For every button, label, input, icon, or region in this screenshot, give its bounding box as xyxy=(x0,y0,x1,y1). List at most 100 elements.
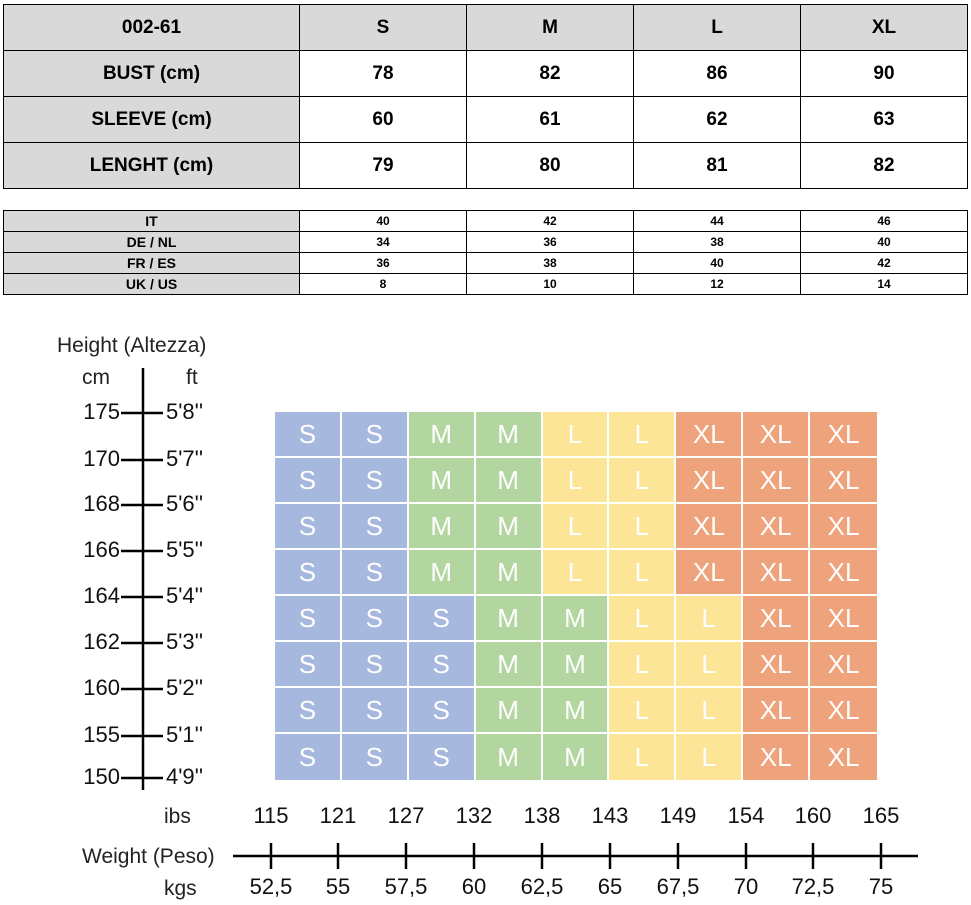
height-cm-label: 175 xyxy=(83,399,120,424)
size-cell: XL xyxy=(676,412,744,458)
size-cell: S xyxy=(275,504,342,550)
weight-lbs-label: 160 xyxy=(794,803,832,828)
size-cell: XL xyxy=(743,550,811,596)
size-cell: M xyxy=(475,734,543,780)
size-cell: S xyxy=(275,596,342,642)
weight-kg-label: 57,5 xyxy=(384,874,428,899)
size-cell: M xyxy=(475,642,543,688)
size-cell: S xyxy=(275,688,342,734)
size-cell: M xyxy=(475,458,543,504)
size-cell: S xyxy=(341,688,409,734)
weight-lbs-label: 149 xyxy=(659,803,697,828)
size-cell: M xyxy=(408,504,476,550)
table-row: UK / US 8 10 12 14 xyxy=(3,273,968,295)
size-cell: S xyxy=(408,734,476,780)
size-cell: M xyxy=(408,550,476,596)
size-cell: S xyxy=(275,642,342,688)
table-cell: 82 xyxy=(800,142,968,189)
height-cm-label: 170 xyxy=(83,446,120,471)
weight-kg-label: 55 xyxy=(325,874,351,899)
table-cell: 90 xyxy=(800,50,968,97)
size-cell: M xyxy=(475,550,543,596)
height-cm-label: 162 xyxy=(83,629,120,654)
size-cell: L xyxy=(609,504,677,550)
table-cell: 80 xyxy=(466,142,634,189)
measurement-table: 002-61 S M L XL BUST (cm) 78 82 86 90 SL… xyxy=(3,4,968,189)
row-label: UK / US xyxy=(3,273,300,295)
size-cell: XL xyxy=(676,550,744,596)
size-cell: M xyxy=(475,688,543,734)
size-cell: XL xyxy=(743,412,811,458)
size-conversion-table: IT 40 42 44 46 DE / NL 34 36 38 40 FR / … xyxy=(3,210,968,295)
cm-unit-label: cm xyxy=(82,366,110,389)
size-cell: S xyxy=(408,596,476,642)
row-label: BUST (cm) xyxy=(3,50,300,97)
size-cell: S xyxy=(275,550,342,596)
size-cell: S xyxy=(408,688,476,734)
height-axis-title: Height (Altezza) xyxy=(57,334,207,357)
height-ft-label: 5'7'' xyxy=(166,446,204,471)
size-cell: M xyxy=(542,596,610,642)
size-cell: L xyxy=(542,504,610,550)
weight-lbs-label: 165 xyxy=(862,803,900,828)
measurement-header-row: 002-61 S M L XL xyxy=(3,4,968,51)
kgs-unit-label: kgs xyxy=(164,877,197,900)
weight-lbs-label: 121 xyxy=(319,803,357,828)
size-cell: M xyxy=(408,412,476,458)
height-ft-label: 5'2'' xyxy=(166,675,204,700)
style-code: 002-61 xyxy=(3,4,300,51)
size-cell: XL xyxy=(676,504,744,550)
height-cm-label: 166 xyxy=(83,537,120,562)
size-cell: L xyxy=(676,734,744,780)
size-cell: XL xyxy=(810,550,877,596)
size-cell: L xyxy=(609,412,677,458)
weight-kg-label: 60 xyxy=(461,874,487,899)
size-cell: L xyxy=(676,642,744,688)
size-cell: M xyxy=(408,458,476,504)
weight-axis xyxy=(233,843,918,869)
weight-kg-label: 72,5 xyxy=(791,874,835,899)
height-ft-label: 5'1'' xyxy=(166,722,204,747)
table-row: DE / NL 34 36 38 40 xyxy=(3,231,968,253)
table-row: LENGHT (cm) 79 80 81 82 xyxy=(3,142,968,189)
table-cell: 40 xyxy=(800,231,968,253)
size-cell: S xyxy=(341,596,409,642)
size-cell: XL xyxy=(743,458,811,504)
size-cell: S xyxy=(341,412,409,458)
weight-lbs-label: 154 xyxy=(727,803,765,828)
size-cell: M xyxy=(542,642,610,688)
size-cell: XL xyxy=(810,596,877,642)
height-cm-label: 164 xyxy=(83,583,120,608)
table-cell: 60 xyxy=(299,96,467,143)
size-xl-header: XL xyxy=(800,4,968,51)
height-cm-label: 150 xyxy=(83,764,120,789)
size-cell: S xyxy=(341,504,409,550)
size-cell: M xyxy=(542,688,610,734)
table-cell: 14 xyxy=(800,273,968,295)
height-ft-label: 5'8'' xyxy=(166,399,204,424)
table-cell: 34 xyxy=(299,231,467,253)
height-ft-label: 5'6'' xyxy=(166,491,204,516)
size-cell: XL xyxy=(743,688,811,734)
height-ft-label: 5'4'' xyxy=(166,583,204,608)
table-row: BUST (cm) 78 82 86 90 xyxy=(3,50,968,97)
weight-kg-label: 67,5 xyxy=(656,874,700,899)
size-cell: XL xyxy=(810,734,877,780)
size-cell: L xyxy=(609,642,677,688)
size-cell: XL xyxy=(743,642,811,688)
size-cell: XL xyxy=(743,734,811,780)
height-cm-label: 155 xyxy=(83,722,120,747)
height-ft-label: 5'5'' xyxy=(166,537,204,562)
size-cell: S xyxy=(408,642,476,688)
table-row: FR / ES 36 38 40 42 xyxy=(3,252,968,274)
weight-lbs-label: 127 xyxy=(387,803,425,828)
size-cell: M xyxy=(475,504,543,550)
size-cell: L xyxy=(609,596,677,642)
height-axis xyxy=(121,368,163,790)
lbs-unit-label: ibs xyxy=(164,805,191,828)
size-cell: XL xyxy=(743,596,811,642)
size-cell: XL xyxy=(810,412,877,458)
row-label: SLEEVE (cm) xyxy=(3,96,300,143)
table-row: IT 40 42 44 46 xyxy=(3,210,968,232)
